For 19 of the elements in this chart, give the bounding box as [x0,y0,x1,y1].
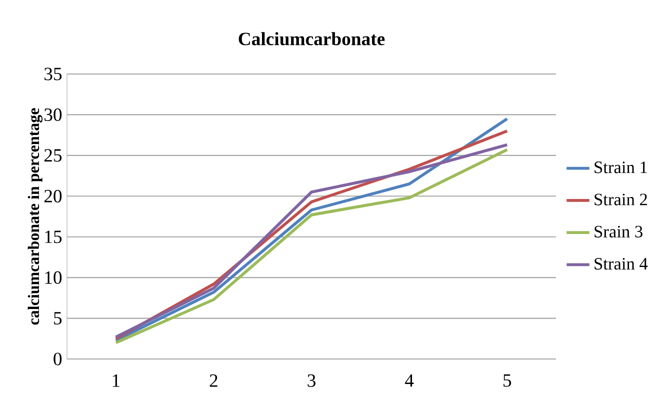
y-axis-title: calciumcarbonate in percentage [28,108,42,325]
y-tick-label: 20 [44,190,62,202]
legend-label: Srain 3 [594,226,642,238]
x-tick-label: 5 [504,374,512,387]
y-tick-label: 5 [54,312,62,324]
y-tick-label: 30 [44,108,62,122]
legend-label: Strain 2 [594,194,647,206]
legend-label: Strain 4 [594,258,648,270]
y-tick-label: 10 [45,271,62,284]
x-tick-label: 3 [308,374,316,387]
chart-title: Calciumcarbonate [238,32,385,46]
y-tick-label: 25 [44,149,62,162]
y-tick-label: 15 [45,230,62,244]
y-tick-label: 35 [44,68,62,80]
x-tick-label: 2 [210,374,218,387]
x-tick-label: 1 [112,374,120,387]
y-tick-label: 0 [54,352,62,366]
legend-label: Strain 1 [594,162,647,174]
x-tick-label: 4 [404,374,414,387]
